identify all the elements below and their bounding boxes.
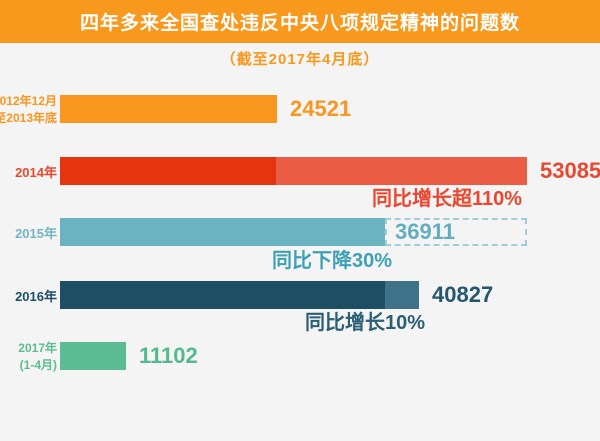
bar-segment-2014-1 — [276, 157, 527, 185]
bar-segment-2015-0 — [60, 218, 385, 246]
bar-annotation-2016: 同比增长10% — [305, 312, 426, 334]
bar-value-2012-2013: 24521 — [290, 96, 352, 121]
bar-label-2014: 2014年 — [0, 157, 57, 185]
bar-annotation-2014: 同比增长超110% — [372, 188, 523, 210]
bar-value-2014: 53085 — [540, 158, 600, 183]
bar-track-2014: 53085 — [60, 157, 600, 185]
bar-value-2016: 40827 — [432, 282, 494, 307]
chart-row-2015: 2015年 36911 — [0, 218, 600, 246]
chart-row-2012-2013: 2012年12月至2013年底 24521 — [0, 94, 600, 125]
chart-subtitle: （截至2017年4月底） — [220, 51, 380, 68]
bar-segment-2012-2013-0 — [60, 95, 277, 123]
bar-label-2017: 2017年 (1-4月) — [0, 341, 57, 372]
bar-dashed-projection-2015: 36911 — [385, 218, 527, 246]
bar-label-line: 2015年 — [15, 225, 57, 241]
bar-annotation-2015: 同比下降30% — [272, 250, 393, 272]
bar-track-2015: 36911 — [60, 218, 527, 246]
bar-label-2015: 2015年 — [0, 218, 57, 246]
chart-row-2017: 2017年 (1-4月) 11102 — [0, 341, 600, 372]
bar-track-2016: 40827 — [60, 281, 493, 309]
bar-label-2012-2013: 2012年12月至2013年底 — [0, 94, 57, 125]
bar-label-line: 2017年 — [18, 341, 57, 355]
bar-segment-2016-0 — [60, 281, 385, 309]
bar-label-line: 2016年 — [15, 288, 57, 304]
title-banner: 四年多来全国查处违反中央八项规定精神的问题数 — [0, 0, 600, 43]
bar-label-line: 2014年 — [15, 164, 57, 180]
bar-segment-2014-0 — [60, 157, 276, 185]
bar-track-2017: 11102 — [60, 342, 198, 370]
bar-segment-2017-0 — [60, 342, 126, 370]
bar-value-2017: 11102 — [139, 343, 198, 368]
bar-segment-2016-1 — [385, 281, 419, 309]
chart-title: 四年多来全国查处违反中央八项规定精神的问题数 — [79, 13, 520, 34]
chart-row-2014: 2014年 53085 — [0, 157, 600, 185]
bar-label-line: (1-4月) — [19, 358, 57, 372]
bar-label-2016: 2016年 — [0, 281, 57, 309]
bar-label-line: 至2013年底 — [0, 111, 57, 125]
bar-track-2012-2013: 24521 — [60, 95, 351, 123]
chart-row-2016: 2016年 40827 — [0, 281, 600, 309]
bar-label-line: 2012年12月 — [0, 94, 57, 108]
bar-value-2015: 36911 — [395, 219, 455, 244]
